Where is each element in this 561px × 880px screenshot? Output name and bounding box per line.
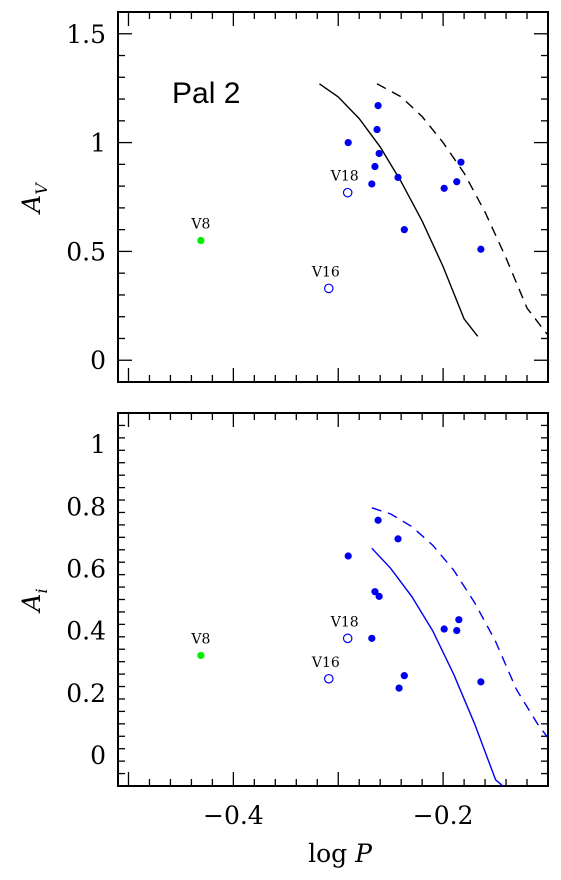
x-tick-label: −0.4 bbox=[203, 801, 264, 830]
data-point bbox=[197, 236, 205, 245]
model-curve-solid bbox=[318, 83, 479, 337]
model-curve-dashed bbox=[371, 507, 548, 739]
data-point bbox=[371, 588, 379, 596]
model-curve-solid bbox=[371, 547, 504, 786]
data-point bbox=[368, 180, 376, 188]
data-point bbox=[477, 678, 485, 686]
y-tick-label: 0 bbox=[90, 346, 106, 375]
y-tick-label: 0.4 bbox=[66, 617, 106, 646]
y-tick-label: 0.8 bbox=[66, 492, 106, 521]
data-point bbox=[453, 178, 461, 186]
y-tick-label: 0.2 bbox=[66, 679, 106, 708]
data-point bbox=[374, 101, 382, 110]
data-points: V18 V16 V8 bbox=[190, 101, 485, 294]
y-axis-ticks: 0 0.2 0.4 0.6 0.8 1 bbox=[66, 412, 548, 787]
x-axis-ticks bbox=[127, 12, 549, 382]
point-label: V8 bbox=[190, 217, 210, 233]
data-point bbox=[375, 592, 383, 600]
svg-text:Ai: Ai bbox=[17, 588, 51, 613]
data-point-open bbox=[342, 633, 353, 644]
data-point bbox=[400, 226, 408, 234]
model-curves bbox=[371, 507, 548, 786]
point-label: V16 bbox=[311, 264, 340, 280]
data-point bbox=[368, 634, 376, 642]
y-axis-label-sub: V bbox=[32, 182, 51, 195]
data-point bbox=[344, 138, 352, 147]
y-axis-label-main: A bbox=[17, 195, 46, 215]
y-axis-ticks: 0 0.5 1 1.5 bbox=[66, 11, 548, 383]
y-tick-label: 1 bbox=[90, 129, 106, 158]
data-point bbox=[440, 184, 448, 192]
data-point bbox=[477, 245, 485, 253]
x-axis-ticks bbox=[127, 413, 549, 786]
model-curve-dashed bbox=[376, 83, 548, 335]
plot-frame bbox=[117, 11, 549, 383]
y-tick-label: 0 bbox=[90, 741, 106, 770]
y-axis-label-main: A bbox=[17, 594, 46, 614]
y-axis-label: AV bbox=[17, 182, 51, 215]
cluster-label: Pal 2 bbox=[172, 77, 240, 110]
data-point bbox=[453, 626, 461, 635]
point-label: V18 bbox=[330, 614, 359, 630]
data-point bbox=[374, 516, 382, 524]
panel-av: 0 0.5 1 1.5 V18 V16 V8 Pal 2 AV bbox=[17, 11, 549, 383]
x-axis-label-var: P bbox=[354, 839, 373, 868]
data-point bbox=[394, 173, 402, 182]
y-axis-label: Ai bbox=[17, 588, 51, 613]
y-tick-label: 0.5 bbox=[66, 237, 106, 266]
x-tick-label: −0.2 bbox=[413, 801, 474, 830]
data-point bbox=[394, 535, 402, 543]
data-point bbox=[375, 149, 383, 158]
model-curves bbox=[318, 83, 548, 337]
x-axis-label-log: log bbox=[308, 839, 355, 868]
y-tick-label: 1 bbox=[90, 430, 106, 459]
plot-frame bbox=[117, 412, 549, 787]
data-point bbox=[373, 125, 381, 134]
data-point bbox=[395, 684, 403, 692]
y-tick-label: 0.6 bbox=[66, 554, 106, 583]
svg-text:AV: AV bbox=[17, 182, 51, 215]
panel-ai: 0 0.2 0.4 0.6 0.8 1 V18 V16 V8 −0.4 −0.2 Ai log … bbox=[17, 412, 549, 868]
data-point bbox=[457, 158, 465, 166]
data-point bbox=[371, 162, 379, 171]
x-axis-label: log P bbox=[308, 839, 373, 868]
y-axis-label-sub: i bbox=[32, 588, 51, 593]
point-label: V18 bbox=[330, 169, 359, 185]
data-point bbox=[400, 672, 408, 680]
data-point-open bbox=[324, 283, 334, 294]
point-label: V16 bbox=[311, 655, 340, 671]
data-point bbox=[197, 651, 205, 660]
point-label: V8 bbox=[190, 631, 210, 647]
y-tick-label: 1.5 bbox=[66, 20, 106, 49]
data-point bbox=[344, 552, 352, 560]
data-point-open bbox=[342, 187, 353, 198]
data-point bbox=[455, 616, 463, 624]
data-point-open bbox=[324, 673, 334, 684]
x-tick-labels: −0.4 −0.2 bbox=[203, 801, 473, 830]
data-point bbox=[440, 625, 448, 633]
data-points: V18 V16 V8 bbox=[190, 516, 485, 692]
